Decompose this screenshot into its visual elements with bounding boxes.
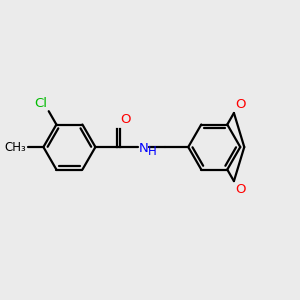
Text: O: O xyxy=(120,113,131,126)
Text: Cl: Cl xyxy=(34,97,47,110)
Text: CH₃: CH₃ xyxy=(4,140,26,154)
Text: O: O xyxy=(236,183,246,196)
Text: O: O xyxy=(236,98,246,111)
Text: H: H xyxy=(148,145,157,158)
Text: N: N xyxy=(139,142,148,155)
